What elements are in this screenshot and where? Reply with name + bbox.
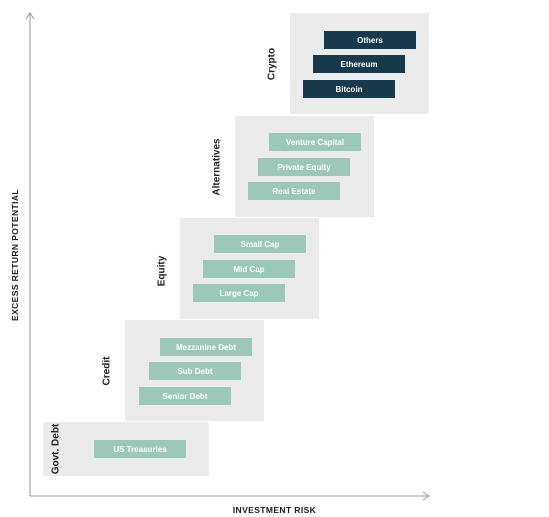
group-label-equity: Equity <box>156 255 168 287</box>
bar-sub-debt: Sub Debt <box>149 362 241 380</box>
group-label-crypto: Crypto <box>266 47 278 81</box>
bar-small-cap: Small Cap <box>214 235 306 253</box>
bar-mezzanine-debt: Mezzanine Debt <box>160 338 252 356</box>
y-axis-label-wrap: EXCESS RETURN POTENTIAL <box>9 189 21 321</box>
bar-us-treasuries: US Treasuries <box>94 440 186 458</box>
bar-ethereum: Ethereum <box>313 55 405 73</box>
x-axis-label: INVESTMENT RISK <box>232 505 317 515</box>
group-label-credit: Credit <box>101 356 113 386</box>
bar-real-estate: Real Estate <box>248 182 340 200</box>
bar-others: Others <box>324 31 416 49</box>
group-label-govt-debt: Govt. Debt <box>50 423 62 475</box>
bar-large-cap: Large Cap <box>193 284 285 302</box>
y-axis-label: EXCESS RETURN POTENTIAL <box>10 189 20 321</box>
group-label-alternatives: Alternatives <box>211 138 223 196</box>
y-axis-arrow <box>25 12 35 20</box>
bar-venture-capital: Venture Capital <box>269 133 361 151</box>
bar-private-equity: Private Equity <box>258 158 350 176</box>
x-axis-arrow <box>422 491 430 501</box>
bar-mid-cap: Mid Cap <box>203 260 295 278</box>
bar-senior-debt: Senior Debt <box>139 387 231 405</box>
bar-bitcoin: Bitcoin <box>303 80 395 98</box>
